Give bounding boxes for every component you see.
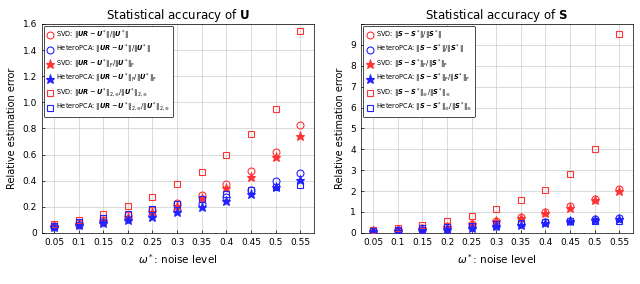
X-axis label: $\omega^*$: noise level: $\omega^*$: noise level — [457, 252, 537, 266]
Y-axis label: Relative estimation error: Relative estimation error — [7, 68, 17, 189]
Legend: SVD: $\|\boldsymbol{U}\boldsymbol{R}-\boldsymbol{U}^*\|/\|\boldsymbol{U}^*\|$, H: SVD: $\|\boldsymbol{U}\boldsymbol{R}-\bo… — [44, 26, 173, 117]
X-axis label: $\omega^*$: noise level: $\omega^*$: noise level — [138, 252, 218, 266]
Legend: SVD: $\|\boldsymbol{S}-\boldsymbol{S}^*\|/\|\boldsymbol{S}^*\|$, HeteroPCA: $\|\: SVD: $\|\boldsymbol{S}-\boldsymbol{S}^*\… — [363, 26, 474, 117]
Title: Statistical accuracy of $\mathbf{S}$: Statistical accuracy of $\mathbf{S}$ — [426, 7, 568, 24]
Title: Statistical accuracy of $\mathbf{U}$: Statistical accuracy of $\mathbf{U}$ — [106, 7, 250, 24]
Y-axis label: Relative estimation error: Relative estimation error — [335, 68, 345, 189]
